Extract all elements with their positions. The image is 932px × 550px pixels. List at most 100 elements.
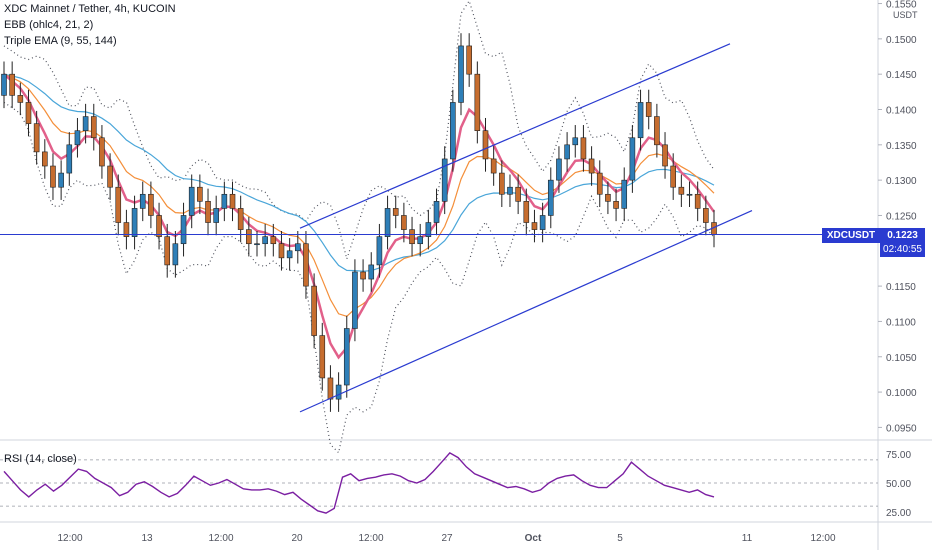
candle-body (425, 222, 432, 237)
candle-body (237, 208, 244, 230)
candle-body (197, 186, 203, 202)
candle-body (343, 328, 350, 386)
rsi-tick-label: 25.00 (886, 508, 911, 519)
candle-body (507, 186, 513, 195)
symbol-badge: XDCUSDT (822, 228, 880, 243)
rsi-tick-label: 50.00 (886, 479, 911, 490)
candle-body (58, 172, 64, 188)
candle-body (580, 137, 587, 160)
time-tick-label: 12:00 (57, 533, 82, 544)
candle-body (319, 335, 326, 379)
candle-body (466, 45, 472, 75)
channel-upper-line (299, 43, 731, 229)
currency-label: USDT (893, 10, 918, 20)
ema-fast-line (3, 73, 716, 360)
candle-body (229, 193, 236, 209)
price-tick-label: 0.1550 (886, 0, 917, 11)
price-tick-label: 0.1250 (886, 211, 917, 222)
candle-body (703, 208, 709, 223)
price-tick-label: 0.1150 (886, 282, 916, 293)
candle-body (515, 186, 521, 202)
candle-body (213, 208, 219, 223)
price-tick-label: 0.1500 (886, 35, 917, 46)
candle-body (686, 193, 693, 196)
candle-body (66, 144, 73, 174)
candle-body (547, 179, 554, 216)
candle-body (294, 243, 301, 252)
candle-body (74, 130, 81, 146)
candle-body (490, 158, 497, 174)
price-tick-label: 0.1300 (886, 176, 917, 187)
candle-body (662, 144, 668, 167)
price-badge: 0.1223 (880, 228, 925, 243)
candle-body (1, 73, 7, 96)
candle-body (188, 186, 195, 216)
candle-body (270, 236, 277, 245)
time-tick-label: 13 (141, 533, 153, 544)
candle-body (482, 130, 489, 160)
rsi-line (3, 452, 715, 514)
candle-body (605, 193, 611, 202)
candle-body (9, 73, 15, 96)
candle-body (621, 179, 628, 209)
candle-body (539, 215, 546, 230)
candle-body (629, 137, 636, 181)
candle-body (123, 222, 130, 237)
candle-body (564, 144, 570, 160)
time-tick-label: 20 (291, 533, 303, 544)
time-tick-label: 12:00 (208, 533, 233, 544)
candle-body (99, 137, 105, 167)
candle-body (311, 285, 317, 336)
chart-title: XDC Mainnet / Tether, 4h, KUCOIN (4, 3, 176, 15)
rsi-tick-label: 75.00 (886, 450, 911, 461)
candle-body (50, 165, 56, 188)
candle-body (376, 236, 383, 266)
candle-body (17, 95, 24, 103)
candle-body (335, 384, 342, 400)
ebb-legend[interactable]: EBB (ohlc4, 21, 2) (4, 19, 94, 31)
time-tick-label: 12:00 (810, 533, 835, 544)
candle-body (433, 201, 440, 223)
candle-body (278, 243, 285, 259)
candle-body (637, 102, 644, 139)
rsi-legend[interactable]: RSI (14, close) (4, 453, 77, 465)
candle-body (523, 201, 530, 223)
ema-mid-line (3, 73, 715, 317)
channel-lower-line (299, 209, 753, 413)
candle-body (352, 271, 358, 329)
price-tick-label: 0.1000 (886, 388, 917, 399)
price-tick-label: 0.1050 (886, 353, 917, 364)
candle-body (368, 264, 375, 280)
price-tick-label: 0.1350 (886, 141, 917, 152)
countdown-badge: 02:40:55 (880, 243, 925, 257)
candle-body (450, 102, 456, 160)
candle-body (401, 215, 407, 230)
candle-body (694, 193, 701, 209)
price-tick-label: 0.1400 (886, 106, 917, 117)
candle-body (221, 193, 228, 209)
bar-countdown: 02:40:55 (883, 244, 922, 255)
candle-body (42, 151, 48, 167)
candle-body (531, 222, 538, 230)
candle-body (148, 193, 154, 216)
candle-body (360, 271, 366, 280)
candle-body (384, 208, 391, 237)
candle-body (33, 123, 40, 153)
current-price: 0.1223 (887, 230, 918, 241)
candle-body (572, 137, 579, 146)
candle-body (180, 215, 187, 245)
candle-body (556, 158, 562, 181)
price-tick-label: 0.1100 (886, 317, 916, 328)
candle-body (164, 236, 171, 266)
candle-body (417, 236, 424, 245)
candle-body (409, 229, 415, 245)
candle-body (254, 243, 260, 246)
candle-body (172, 243, 179, 266)
candle-body (156, 215, 162, 237)
candle-body (392, 208, 399, 216)
candle-body (588, 158, 595, 174)
candle-body (441, 158, 448, 202)
time-tick-label: 27 (441, 533, 453, 544)
ema-legend[interactable]: Triple EMA (9, 55, 144) (4, 35, 117, 47)
